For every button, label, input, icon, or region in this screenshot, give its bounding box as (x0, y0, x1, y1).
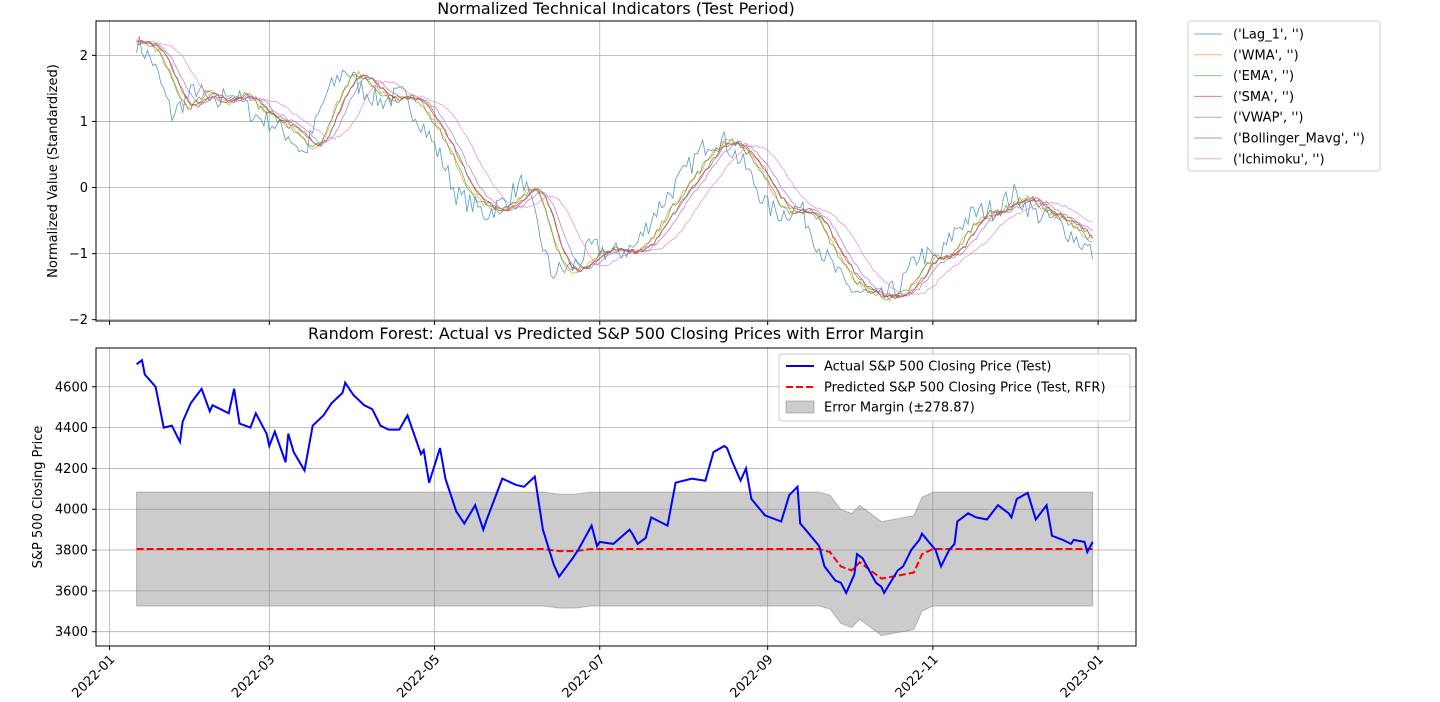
indicators-grid (96, 21, 1136, 321)
prediction-title: Random Forest: Actual vs Predicted S&P 5… (308, 324, 924, 343)
x-tick-label: 2022-05 (394, 652, 443, 701)
prediction-y-tick-label: 4600 (55, 380, 88, 395)
legend-label: ('SMA', '') (1233, 90, 1294, 105)
indicators-axes-frame (95, 20, 1137, 322)
indicator-line-7 (136, 40, 1093, 296)
indicators-y-tick-label: 0 (80, 181, 88, 196)
indicators-y-label: Normalized Value (Standardized) (46, 64, 61, 278)
indicators-y-tick-label: −2 (69, 313, 88, 328)
x-tick-label: 2022-11 (893, 652, 942, 701)
x-tick-label: 2023-01 (1058, 652, 1107, 701)
indicator-line-4 (136, 40, 1093, 300)
prediction-x-ticks: 2022-01 2022-03 2022-05 2022-07 2022-09 2022-… (69, 646, 1107, 701)
prediction-y-tick-label: 3600 (55, 584, 88, 599)
legend-label: Error Margin (±278.87) (824, 401, 975, 416)
x-tick-label: 2022-09 (727, 652, 776, 701)
prediction-y-tick-label: 3400 (55, 625, 88, 640)
indicator-line-5 (136, 40, 1093, 299)
legend-swatch-error-margin (785, 400, 815, 414)
prediction-y-ticks: 3400 3600 3800 4000 4200 4400 4600 (55, 380, 96, 640)
indicators-legend: ('Lag_1', '') ('WMA', '') ('EMA', '') ('SMA… (1187, 20, 1381, 172)
indicator-line-3 (136, 40, 1093, 301)
prediction-y-tick-label: 4200 (55, 462, 88, 477)
indicators-legend-box (1187, 20, 1381, 172)
prediction-y-tick-label: 4000 (55, 503, 88, 518)
indicators-y-ticks: −2 −1 0 1 2 (69, 49, 96, 328)
indicator-line-2 (136, 39, 1093, 302)
indicator-line-6 (136, 39, 1093, 299)
predicted-price-line (136, 548, 1093, 580)
error-margin-band (136, 491, 1094, 637)
legend-label: Predicted S&P 500 Closing Price (Test, R… (824, 381, 1106, 396)
x-tick-label: 2022-07 (560, 652, 609, 701)
legend-label: ('WMA', '') (1233, 48, 1299, 63)
prediction-legend: Actual S&P 500 Closing Price (Test) Predi… (778, 353, 1131, 422)
indicators-x-ticks (109, 321, 1099, 325)
prediction-grid (96, 348, 1136, 646)
prediction-y-tick-label: 4400 (55, 421, 88, 436)
indicators-title: Normalized Technical Indicators (Test Pe… (437, 0, 794, 18)
indicator-line-1 (136, 36, 1094, 299)
indicators-y-tick-label: 1 (80, 115, 88, 130)
indicators-y-tick-label: 2 (80, 49, 88, 64)
prediction-legend-box (778, 353, 1131, 422)
prediction-y-label: S&P 500 Closing Price (31, 426, 46, 569)
prediction-y-tick-label: 3800 (55, 544, 88, 559)
legend-label: ('VWAP', '') (1233, 111, 1303, 126)
legend-label: ('EMA', '') (1233, 69, 1294, 84)
indicators-y-tick-label: −1 (69, 247, 88, 262)
legend-label: Actual S&P 500 Closing Price (Test) (824, 360, 1051, 375)
actual-price-line (135, 358, 1094, 596)
legend-label: ('Bollinger_Mavg', '') (1233, 132, 1365, 147)
prediction-axes-frame (95, 347, 1137, 647)
legend-label: ('Ichimoku', '') (1233, 152, 1325, 167)
legend-label: ('Lag_1', '') (1233, 28, 1304, 43)
indicators-series (136, 36, 1094, 302)
x-tick-label: 2022-03 (229, 652, 278, 701)
indicators-panel: −2 −1 0 1 2 Normalized Technical Indicators … (46, 0, 1137, 328)
x-tick-label: 2022-01 (69, 652, 118, 701)
